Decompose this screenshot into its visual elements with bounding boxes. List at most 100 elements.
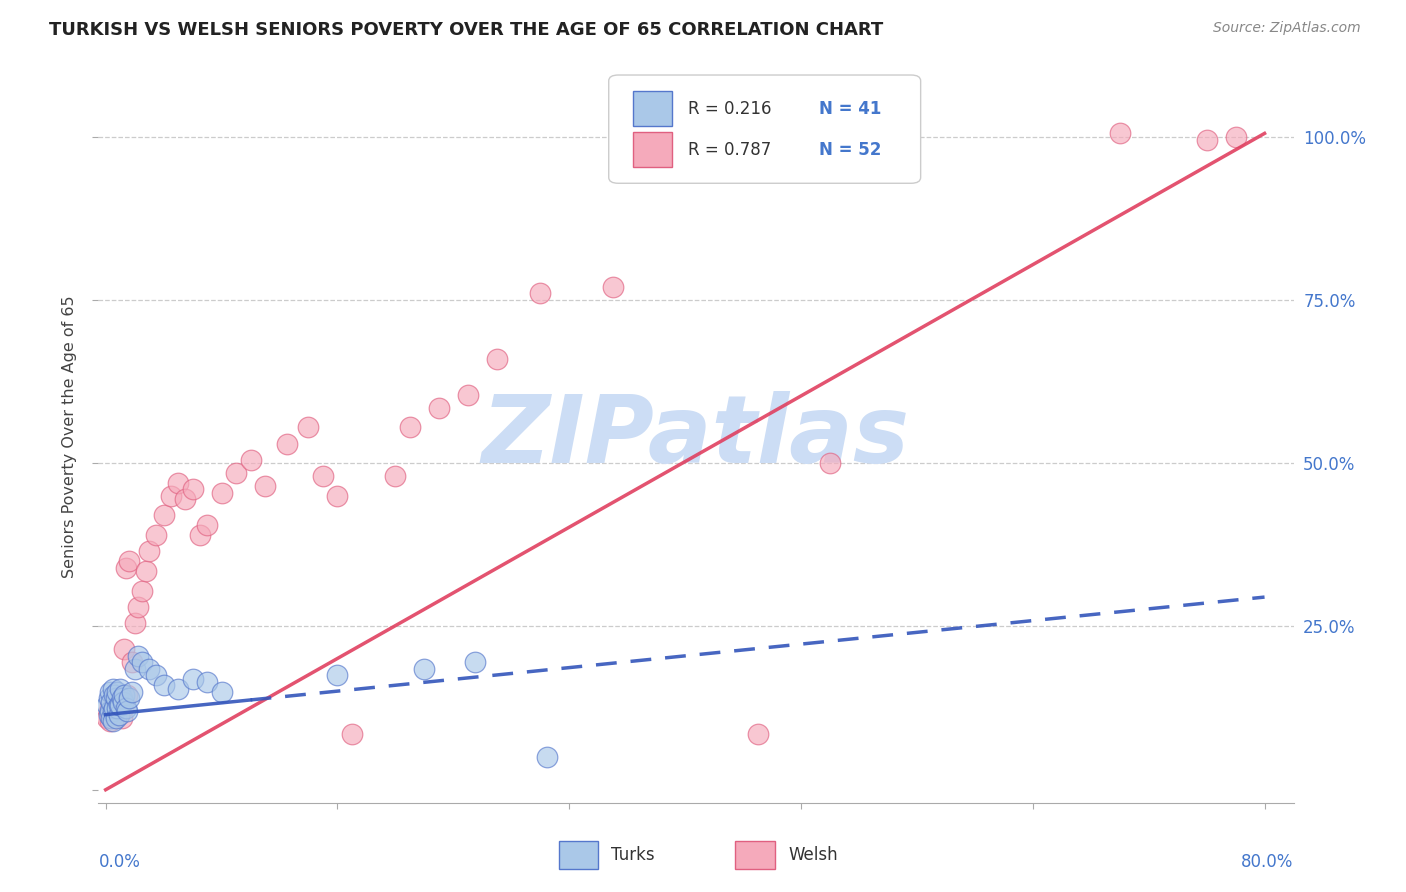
FancyBboxPatch shape bbox=[609, 75, 921, 183]
Point bbox=[195, 675, 218, 690]
Point bbox=[98, 685, 121, 699]
Text: ZIPatlas: ZIPatlas bbox=[482, 391, 910, 483]
Point bbox=[188, 528, 211, 542]
Point bbox=[160, 489, 183, 503]
Point bbox=[135, 564, 157, 578]
Point bbox=[115, 701, 138, 715]
Text: Turks: Turks bbox=[612, 846, 655, 863]
Y-axis label: Seniors Poverty Over the Age of 65: Seniors Poverty Over the Age of 65 bbox=[62, 296, 77, 578]
Point bbox=[253, 479, 276, 493]
Point bbox=[195, 518, 218, 533]
Point bbox=[117, 688, 139, 702]
Point bbox=[105, 685, 128, 699]
Point bbox=[118, 554, 141, 568]
Point bbox=[211, 485, 233, 500]
Point bbox=[101, 701, 124, 715]
Point bbox=[181, 483, 204, 497]
Point bbox=[121, 656, 143, 670]
Point bbox=[98, 705, 121, 719]
Point bbox=[114, 642, 136, 657]
Point bbox=[152, 508, 174, 523]
Point bbox=[107, 707, 129, 722]
Point bbox=[131, 656, 153, 670]
Point bbox=[103, 701, 125, 715]
Point bbox=[124, 616, 146, 631]
Point bbox=[211, 685, 233, 699]
Point bbox=[108, 695, 131, 709]
Point bbox=[100, 707, 122, 722]
Text: N = 52: N = 52 bbox=[820, 141, 882, 159]
Point bbox=[96, 698, 118, 712]
Point bbox=[112, 695, 135, 709]
Text: 0.0%: 0.0% bbox=[98, 853, 141, 871]
Point bbox=[174, 492, 197, 507]
Point bbox=[105, 701, 128, 715]
Point bbox=[225, 466, 247, 480]
Text: N = 41: N = 41 bbox=[820, 100, 882, 118]
Point bbox=[107, 705, 129, 719]
Point bbox=[103, 688, 125, 702]
Point bbox=[485, 351, 508, 366]
Text: Source: ZipAtlas.com: Source: ZipAtlas.com bbox=[1213, 21, 1361, 36]
Point bbox=[131, 583, 153, 598]
Point bbox=[340, 727, 363, 741]
Point bbox=[457, 387, 479, 401]
Point bbox=[127, 599, 149, 614]
Text: R = 0.216: R = 0.216 bbox=[688, 100, 770, 118]
Point bbox=[413, 662, 436, 676]
Point bbox=[384, 469, 406, 483]
Point bbox=[108, 681, 131, 696]
Point bbox=[100, 711, 122, 725]
Point bbox=[239, 453, 262, 467]
Point bbox=[529, 286, 551, 301]
Point bbox=[138, 662, 160, 676]
Point bbox=[101, 681, 124, 696]
Point bbox=[104, 707, 127, 722]
Point bbox=[124, 662, 146, 676]
Point bbox=[276, 436, 298, 450]
Point bbox=[112, 701, 135, 715]
Point bbox=[326, 489, 349, 503]
Point bbox=[98, 698, 121, 712]
Point bbox=[105, 698, 128, 712]
Point bbox=[1225, 129, 1247, 144]
Point bbox=[464, 656, 486, 670]
FancyBboxPatch shape bbox=[558, 841, 598, 869]
Point bbox=[127, 648, 149, 663]
Point bbox=[297, 420, 319, 434]
Point bbox=[104, 691, 127, 706]
Point bbox=[167, 475, 190, 490]
Text: TURKISH VS WELSH SENIORS POVERTY OVER THE AGE OF 65 CORRELATION CHART: TURKISH VS WELSH SENIORS POVERTY OVER TH… bbox=[49, 21, 883, 39]
Point bbox=[97, 691, 120, 706]
Point bbox=[167, 681, 190, 696]
Point bbox=[107, 698, 129, 712]
Point bbox=[110, 711, 132, 725]
Point bbox=[97, 707, 120, 722]
FancyBboxPatch shape bbox=[633, 91, 672, 126]
Point bbox=[138, 544, 160, 558]
Point bbox=[818, 456, 841, 470]
Point bbox=[536, 750, 558, 764]
Point bbox=[101, 705, 124, 719]
Point bbox=[1195, 133, 1218, 147]
Text: R = 0.787: R = 0.787 bbox=[688, 141, 770, 159]
Text: Welsh: Welsh bbox=[787, 846, 838, 863]
Point bbox=[110, 691, 132, 706]
Point bbox=[145, 668, 167, 682]
Point bbox=[96, 711, 118, 725]
Point bbox=[427, 401, 450, 415]
Point bbox=[98, 714, 121, 728]
Point bbox=[100, 695, 122, 709]
Point bbox=[114, 688, 136, 702]
Point bbox=[108, 698, 131, 712]
Point bbox=[602, 280, 624, 294]
Point bbox=[97, 705, 120, 719]
Point bbox=[747, 727, 769, 741]
Point bbox=[118, 691, 141, 706]
Point bbox=[101, 714, 124, 728]
Text: 80.0%: 80.0% bbox=[1241, 853, 1294, 871]
Point bbox=[115, 560, 138, 574]
Point bbox=[117, 705, 139, 719]
Point bbox=[399, 420, 422, 434]
Point bbox=[312, 469, 335, 483]
